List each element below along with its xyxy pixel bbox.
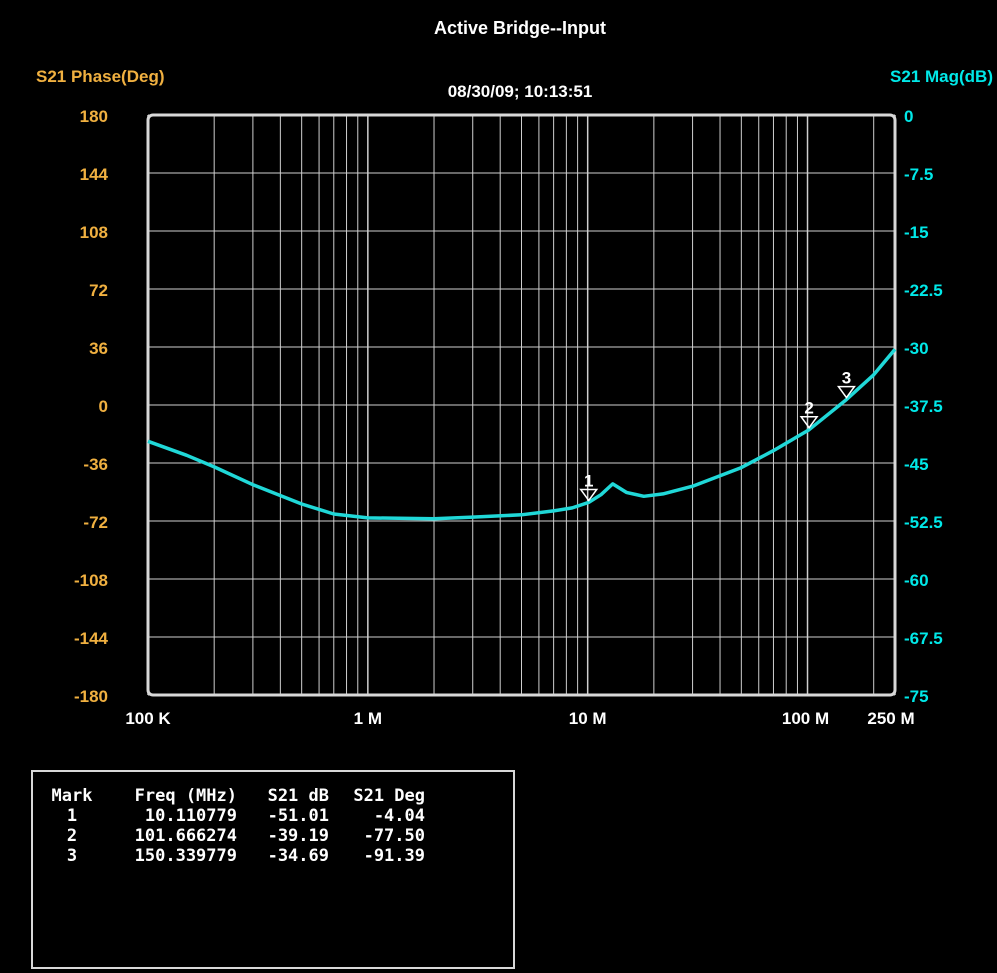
y-left-tick-label: -108 [74,571,108,590]
y-left-tick-label: -72 [83,513,108,532]
header-s21-deg: S21 Deg [353,786,425,806]
marker-table: Mark Freq (MHz) S21 dB S21 Deg 1 10.1107… [43,786,431,866]
marker-label: 2 [804,399,813,418]
y-right-tick-label: -15 [904,223,929,242]
x-tick-label: 100 M [782,709,829,728]
row-mark: 3 [66,846,78,866]
y-right-tick-label: -45 [904,455,929,474]
x-tick-label: 10 M [569,709,607,728]
header-mark: Mark [51,786,93,806]
y-right-tick-label: -22.5 [904,281,943,300]
y-right-tick-label: -60 [904,571,929,590]
x-tick-label: 1 M [354,709,382,728]
y-left-tick-label: -144 [74,629,109,648]
y-left-tick-label: 108 [80,223,108,242]
y-left-tick-label: -180 [74,687,108,706]
y-right-tick-label: -7.5 [904,165,933,184]
row-mark: 1 [66,806,78,826]
marker-label: 1 [584,471,593,490]
row-mark: 2 [66,826,78,846]
y-left-tick-label: 72 [89,281,108,300]
table-row: 2 101.666274 -39.19 -77.50 [43,826,431,846]
y-left-tick-label: 180 [80,107,108,126]
marker-table-panel: Mark Freq (MHz) S21 dB S21 Deg 1 10.1107… [31,770,515,969]
y-left-tick-label: 0 [99,397,108,416]
row-s21-db: -51.01 [267,806,329,826]
marker-table-header-row: Mark Freq (MHz) S21 dB S21 Deg [43,786,431,806]
marker-label: 3 [842,369,851,388]
x-tick-label: 250 M [867,709,914,728]
y-right-tick-label: -37.5 [904,397,943,416]
y-left-tick-label: 144 [80,165,109,184]
y-right-tick-label: -52.5 [904,513,943,532]
chart: Active Bridge--Input 08/30/09; 10:13:51 S2… [36,18,993,728]
row-freq: 10.110779 [144,806,237,826]
row-s21-db: -39.19 [267,826,329,846]
table-row: 3 150.339779 -34.69 -91.39 [43,846,431,866]
x-tick-label: 100 K [125,709,171,728]
row-s21-deg: -4.04 [373,806,425,826]
row-s21-deg: -77.50 [363,826,425,846]
row-freq: 101.666274 [134,826,237,846]
row-freq: 150.339779 [134,846,237,866]
marker-triangle [836,385,856,399]
y-left-tick-label: -36 [83,455,108,474]
y-right-tick-label: -30 [904,339,929,358]
marker-triangle [799,415,819,430]
chart-title: Active Bridge--Input [434,18,606,38]
y-right-axis-title: S21 Mag(dB) [890,67,993,86]
plot-frame [146,113,897,697]
header-s21-db: S21 dB [267,786,329,806]
trace-s21-mag [147,348,897,521]
header-freq: Freq (MHz) [134,786,237,806]
marker-triangle [579,488,599,502]
y-right-tick-label: -75 [904,687,929,706]
y-left-axis-title: S21 Phase(Deg) [36,67,165,86]
y-right-tick-label: -67.5 [904,629,943,648]
y-left-tick-label: 36 [89,339,108,358]
row-s21-deg: -91.39 [363,846,425,866]
row-s21-db: -34.69 [267,846,329,866]
y-right-tick-label: 0 [904,107,913,126]
table-row: 1 10.110779 -51.01 -4.04 [43,806,431,826]
timestamp: 08/30/09; 10:13:51 [448,82,593,101]
